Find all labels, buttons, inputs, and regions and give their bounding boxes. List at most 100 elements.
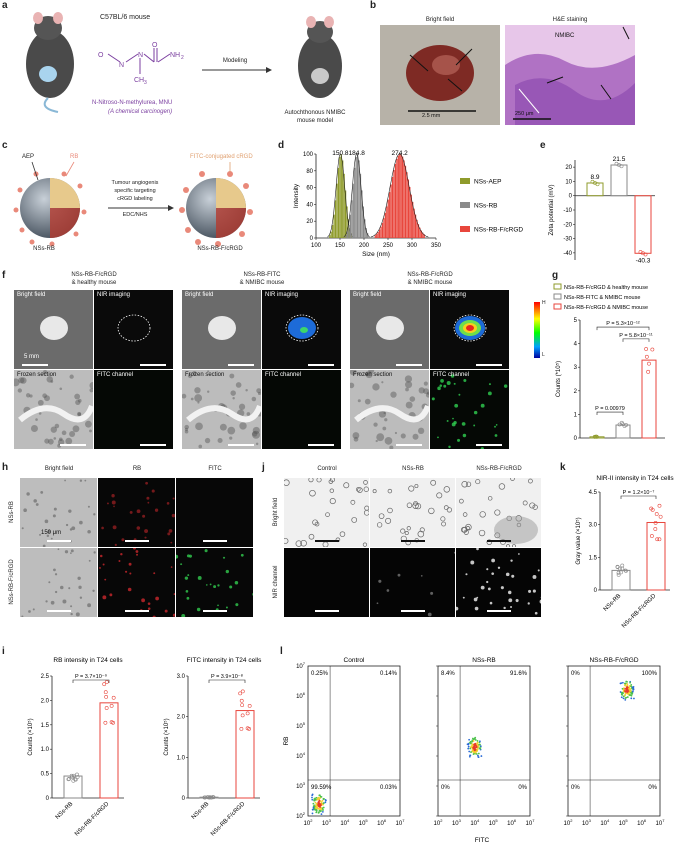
l-event [469, 754, 471, 757]
chart-i1-ytick-label: 2.5 [41, 674, 50, 680]
l-event [476, 741, 479, 744]
l-event [313, 805, 316, 808]
chart-k-point [649, 534, 654, 538]
l-xtick-label: 102 [304, 818, 314, 827]
d-bar [349, 214, 352, 238]
h-scalebar [47, 610, 71, 612]
f-group-title: NSs-RB-F/cRGD [71, 272, 117, 278]
l-event [318, 811, 320, 813]
d-bar [397, 155, 399, 238]
l-event [321, 799, 324, 802]
d-bar [374, 235, 376, 238]
chart-i2-point [239, 698, 244, 703]
l-event [630, 697, 633, 700]
d-bar [364, 219, 366, 238]
g-point [619, 420, 624, 425]
result-line1: Autochthonous NMIBC [284, 110, 346, 116]
chart-k-point [619, 570, 623, 575]
e-value-label: 8.9 [590, 174, 599, 181]
l-event [480, 755, 483, 757]
l-event [467, 747, 470, 750]
l-event [630, 691, 633, 694]
l-event [476, 740, 479, 742]
h-row-title: NSs-RB-F/cRGD [9, 559, 15, 605]
e-bar [610, 164, 628, 197]
l-event [475, 750, 478, 753]
d-bar [412, 201, 414, 238]
l-event [315, 796, 318, 799]
d-legend-swatch [460, 202, 470, 208]
d-bar [422, 232, 424, 238]
l-event [313, 799, 315, 802]
l-event [317, 801, 320, 804]
chart-k-pvalue: P = 1.2×10⁻⁷ [623, 489, 655, 496]
chart-i2-point [240, 689, 245, 694]
l-event [469, 747, 472, 750]
l-event [316, 805, 319, 808]
panel-label-j: j [262, 462, 265, 473]
l-event [468, 738, 471, 741]
j-col-title: NSs-RB-F/cRGD [476, 466, 522, 472]
l-event [317, 807, 320, 810]
chart-i2-ytick-label: 2.0 [177, 715, 186, 721]
d-bar [346, 231, 349, 238]
g-bar [641, 359, 657, 439]
g-point [593, 434, 597, 439]
mol-nh2-sub: 2 [181, 55, 184, 61]
l-event [479, 747, 482, 750]
chart-k-point [616, 572, 621, 577]
g-ytick-label: 5 [574, 318, 578, 324]
j-image [284, 478, 369, 547]
l-event [621, 687, 624, 690]
l-xtick-label: 106 [507, 818, 517, 827]
d-bar [414, 214, 417, 238]
d-bar [380, 226, 382, 238]
panel-label-e: e [540, 140, 546, 151]
d-bar [399, 154, 401, 238]
chart-k-point [658, 514, 663, 519]
l-xtick-label: 105 [489, 818, 499, 827]
d-bar [407, 179, 410, 238]
l-event [320, 807, 322, 810]
d-bar [367, 233, 369, 238]
d-fit-curve [370, 153, 429, 238]
chart-i1-ylabel: Counts (×10⁵) [27, 718, 34, 755]
l-plot-title: Control [344, 657, 366, 664]
f-image-frozen: Frozen section [14, 370, 93, 449]
l-event [474, 742, 477, 745]
l-event [320, 795, 323, 798]
l-event [320, 801, 323, 804]
chart-k: NIR-II intensity in T24 cells 0 1.5 3.0 4.5 G… [575, 475, 674, 630]
d-bar [330, 231, 332, 238]
f-scalebar [476, 444, 502, 446]
d-bar [343, 173, 345, 238]
panel-label-h: h [2, 462, 9, 473]
g-legend-label: NSs-RB-F/cRGD & NMIBC mouse [564, 305, 648, 311]
l-quad-ll: 0% [441, 785, 450, 791]
h-image: 150 μm [20, 478, 97, 547]
h-image [98, 478, 175, 547]
l-event [471, 740, 474, 743]
d-bar [390, 184, 392, 238]
l-event [311, 808, 314, 811]
modeling-arrow [202, 67, 272, 73]
g-legend-label: NSs-RB-FITC & NMIBC mouse [564, 295, 640, 301]
h-scale-label: 150 μm [41, 530, 62, 536]
chart-i1-point [104, 680, 109, 684]
b-annot-nmibc: NMIBC [555, 33, 575, 39]
chart-i2-point [205, 795, 210, 800]
l-event [629, 681, 632, 684]
d-legend-swatch [460, 178, 470, 184]
d-bar [340, 154, 342, 238]
modeling-label: Modeling [222, 58, 248, 64]
chart-k-xtick-label: NSs-RB-F/cRGD [621, 593, 658, 630]
l-event [322, 808, 324, 811]
chart-i1-point [66, 777, 71, 782]
l-event [472, 753, 475, 755]
l-event [324, 801, 327, 804]
e-ytick-label: -20 [563, 222, 572, 228]
f-colorbar [534, 302, 540, 358]
d-bar [361, 190, 363, 238]
f-caption: Bright field [353, 292, 382, 298]
